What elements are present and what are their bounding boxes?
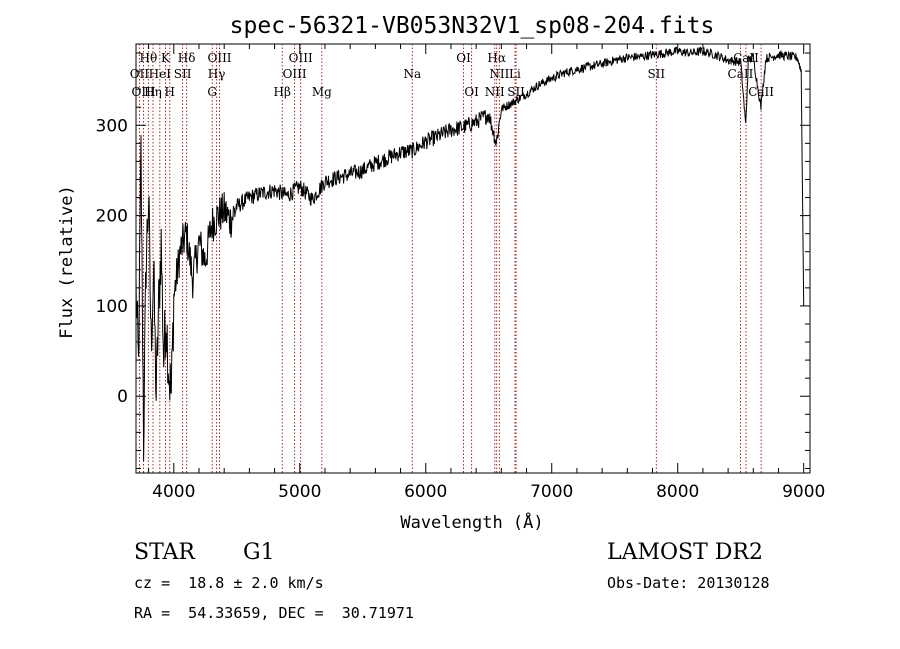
line-marker-label: OII (130, 67, 150, 81)
line-marker-label: NII (485, 85, 505, 99)
line-marker-label: Mg (312, 85, 332, 99)
x-tick-label: 4000 (152, 482, 195, 502)
line-marker-label: Li (509, 67, 521, 81)
line-marker-label: K (161, 51, 171, 65)
line-marker-label: NII (489, 67, 509, 81)
line-marker-label: Hβ (274, 85, 291, 99)
line-marker-label: SII (647, 67, 665, 81)
line-marker-label: G (207, 85, 217, 99)
object-subclass: G1 (243, 540, 275, 565)
line-marker-label: HeI (149, 67, 172, 81)
line-marker-label: OIII (289, 51, 313, 65)
line-marker-label: CaII (748, 85, 774, 99)
coordinates-text: RA = 54.33659, DEC = 30.71971 (134, 604, 414, 622)
line-marker-label: Hα (487, 51, 506, 65)
observation-date: Obs-Date: 20130128 (607, 574, 770, 592)
object-class: STAR (134, 540, 195, 565)
survey-name: LAMOST DR2 (607, 540, 763, 565)
line-marker-label: OIII (132, 85, 156, 99)
line-marker-label: Hθ (139, 51, 157, 65)
chart-title: spec-56321-VB053N32V1_sp08-204.fits (230, 13, 715, 39)
line-marker-label: OI (456, 51, 471, 65)
line-marker-label: Hγ (208, 67, 226, 81)
line-marker-label: Hδ (178, 51, 196, 65)
line-marker-label: SII (174, 67, 192, 81)
line-marker-label: SII (507, 85, 525, 99)
line-marker-label: OIII (283, 67, 307, 81)
x-tick-label: 8000 (656, 482, 699, 502)
y-tick-label: 100 (96, 297, 128, 317)
y-axis-label: Flux (relative) (57, 185, 77, 339)
x-tick-label: 6000 (404, 482, 447, 502)
spectrum-line (135, 46, 805, 461)
series-group (135, 46, 805, 461)
redshift-text: cz = 18.8 ± 2.0 km/s (134, 574, 324, 592)
x-tick-label: 5000 (278, 482, 321, 502)
y-tick-label: 0 (117, 387, 128, 407)
y-tick-label: 200 (96, 207, 128, 227)
line-marker-label: CaII (728, 67, 754, 81)
line-marker-label: Hη (144, 85, 162, 99)
x-tick-label: 9000 (782, 482, 825, 502)
line-marker-label: H (165, 85, 175, 99)
y-tick-label: 300 (96, 116, 128, 136)
line-marker-label: Na (403, 67, 421, 81)
axes: 4000 5000 6000 7000 8000 9000 0 100 200 300 (96, 44, 825, 502)
plot-border (135, 43, 811, 474)
x-tick-label: 7000 (530, 482, 573, 502)
plot-frame (135, 43, 811, 474)
line-marker-label: OI (464, 85, 479, 99)
x-axis-label: Wavelength (Å) (400, 511, 543, 533)
line-marker-label: OIII (207, 51, 231, 65)
